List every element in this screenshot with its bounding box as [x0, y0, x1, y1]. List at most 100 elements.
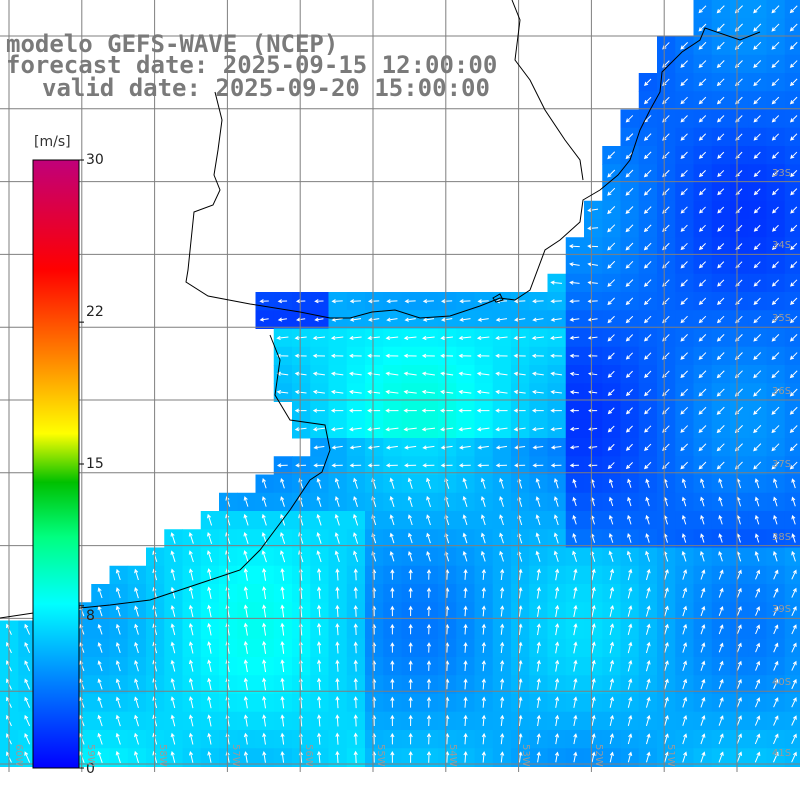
wind-arrow [317, 641, 322, 654]
wind-arrow [335, 659, 340, 672]
wind-arrow [279, 531, 286, 544]
wind-arrow [335, 750, 340, 763]
wind-arrow [717, 151, 725, 159]
wind-arrow [569, 317, 580, 322]
wind-arrow [625, 279, 634, 287]
wind-arrow [335, 641, 340, 654]
wind-arrow [408, 750, 413, 763]
wind-arrow [609, 623, 615, 636]
wind-arrow [353, 641, 358, 654]
wind-arrow [262, 677, 267, 691]
wind-arrow [206, 550, 213, 563]
wind-arrow [480, 495, 486, 507]
wind-arrow [755, 660, 761, 671]
wind-arrow [790, 133, 798, 141]
wind-arrow [188, 732, 194, 745]
wind-arrow [500, 678, 505, 690]
wind-arrow [536, 696, 541, 708]
wind-arrow [531, 408, 544, 413]
wind-arrow [500, 641, 505, 654]
wind-arrow [753, 133, 761, 141]
wind-arrow [718, 569, 724, 580]
wind-arrow [753, 406, 762, 415]
wind-arrow [262, 640, 267, 654]
wind-arrow [476, 353, 490, 358]
colorbar-tick-label: 0 [86, 761, 95, 777]
wind-arrow [755, 678, 761, 690]
wind-arrow [736, 569, 742, 580]
wind-arrow [771, 297, 780, 305]
wind-arrow [312, 353, 325, 358]
wind-arrow [535, 477, 541, 489]
wind-arrow [404, 445, 417, 450]
wind-cell [784, 438, 800, 457]
wind-cell [784, 273, 800, 293]
wind-arrow [680, 425, 689, 433]
wind-arrow [476, 335, 490, 341]
wind-arrow [495, 317, 508, 322]
wind-arrow [481, 587, 486, 599]
wind-arrow [335, 623, 340, 636]
wind-arrow [645, 550, 650, 562]
wind-arrow [718, 533, 723, 543]
wind-arrow [407, 514, 413, 526]
wind-arrow [681, 496, 687, 507]
wind-arrow [681, 533, 687, 543]
wind-arrow [791, 751, 797, 763]
wind-arrow [276, 389, 289, 395]
wind-arrow [682, 751, 688, 763]
wind-arrow [569, 426, 579, 432]
wind-arrow [188, 623, 194, 636]
wind-arrow [553, 532, 559, 544]
wind-arrow [243, 568, 248, 581]
wind-arrow [716, 315, 725, 324]
wind-arrow [625, 224, 634, 233]
wind-arrow [389, 495, 395, 508]
wind-arrow [385, 371, 399, 376]
wind-arrow [771, 96, 780, 105]
wind-arrow [550, 280, 563, 285]
wind-arrow [550, 445, 562, 450]
wind-arrow [555, 586, 560, 599]
wind-cell [784, 292, 800, 311]
wind-arrow [536, 714, 541, 727]
wind-arrow [736, 733, 742, 745]
wind-arrow [349, 427, 362, 432]
wind-arrow [403, 353, 417, 358]
wind-arrow [790, 188, 798, 196]
wind-arrow [771, 425, 780, 434]
wind-arrow [718, 514, 723, 525]
wind-arrow [625, 187, 634, 196]
wind-arrow [698, 224, 706, 232]
wind-arrow [609, 751, 614, 763]
wind-arrow [317, 622, 322, 636]
wind-cell [784, 565, 800, 585]
wind-cell [784, 36, 800, 56]
wind-arrow [609, 641, 615, 654]
wind-arrow [789, 96, 798, 105]
wind-arrow [390, 568, 395, 580]
wind-arrow [280, 640, 285, 654]
wind-arrow [550, 335, 563, 341]
wind-arrow [771, 261, 779, 269]
wind-arrow [718, 751, 724, 763]
wind-arrow [554, 751, 560, 763]
wind-arrow [664, 751, 669, 763]
wind-arrow [353, 477, 358, 489]
wind-arrow [500, 732, 505, 745]
wind-arrow [458, 389, 472, 395]
wind-arrow [280, 659, 285, 673]
wind-arrow [718, 587, 724, 598]
wind-arrow [573, 568, 578, 581]
wind-arrow [349, 299, 362, 304]
wind-arrow [753, 41, 762, 50]
wind-arrow [280, 622, 285, 636]
wind-cell [784, 0, 800, 19]
wind-arrow [514, 445, 526, 450]
wind-arrow [644, 443, 652, 451]
wind-arrow [753, 60, 762, 69]
wind-arrow [463, 678, 468, 690]
wind-arrow [134, 587, 139, 599]
wind-arrow [495, 371, 508, 376]
wind-arrow [462, 514, 468, 526]
